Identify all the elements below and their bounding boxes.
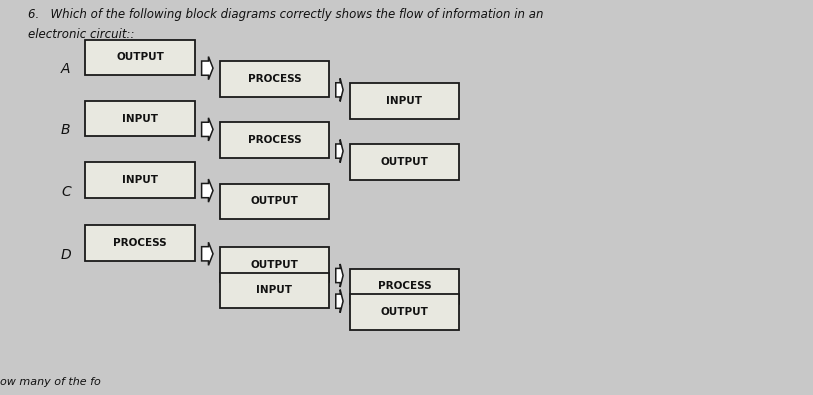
Text: INPUT: INPUT <box>122 175 159 185</box>
Bar <box>220 122 329 158</box>
Text: OUTPUT: OUTPUT <box>116 52 164 62</box>
Text: INPUT: INPUT <box>122 113 159 124</box>
Text: INPUT: INPUT <box>386 96 423 106</box>
Polygon shape <box>336 139 343 163</box>
Text: D: D <box>61 248 72 262</box>
Text: OUTPUT: OUTPUT <box>380 307 428 317</box>
Bar <box>350 83 459 118</box>
Text: electronic circuit::: electronic circuit:: <box>28 28 135 41</box>
Polygon shape <box>336 264 343 287</box>
Text: C: C <box>61 184 71 199</box>
Bar <box>85 101 195 136</box>
Bar <box>220 247 329 282</box>
Bar <box>220 61 329 97</box>
Bar <box>350 144 459 180</box>
Text: B: B <box>61 123 71 137</box>
Text: OUTPUT: OUTPUT <box>250 260 298 270</box>
Text: PROCESS: PROCESS <box>248 135 301 145</box>
Polygon shape <box>336 290 343 313</box>
Text: INPUT: INPUT <box>256 285 293 295</box>
Bar <box>350 294 459 330</box>
Polygon shape <box>202 242 213 265</box>
Text: PROCESS: PROCESS <box>378 281 431 292</box>
Text: A: A <box>61 62 71 76</box>
Text: OUTPUT: OUTPUT <box>380 157 428 167</box>
Text: PROCESS: PROCESS <box>114 238 167 248</box>
Bar <box>85 225 195 261</box>
Polygon shape <box>336 78 343 102</box>
Text: ow many of the fo: ow many of the fo <box>0 377 101 387</box>
Polygon shape <box>202 118 213 141</box>
Text: 6.   Which of the following block diagrams correctly shows the flow of informati: 6. Which of the following block diagrams… <box>28 8 544 21</box>
Bar <box>350 269 459 304</box>
Text: OUTPUT: OUTPUT <box>250 196 298 207</box>
Polygon shape <box>202 56 213 80</box>
Bar <box>220 273 329 308</box>
Bar <box>85 162 195 198</box>
Bar <box>220 184 329 219</box>
Text: PROCESS: PROCESS <box>248 74 301 84</box>
Bar <box>85 40 195 75</box>
Polygon shape <box>202 179 213 202</box>
